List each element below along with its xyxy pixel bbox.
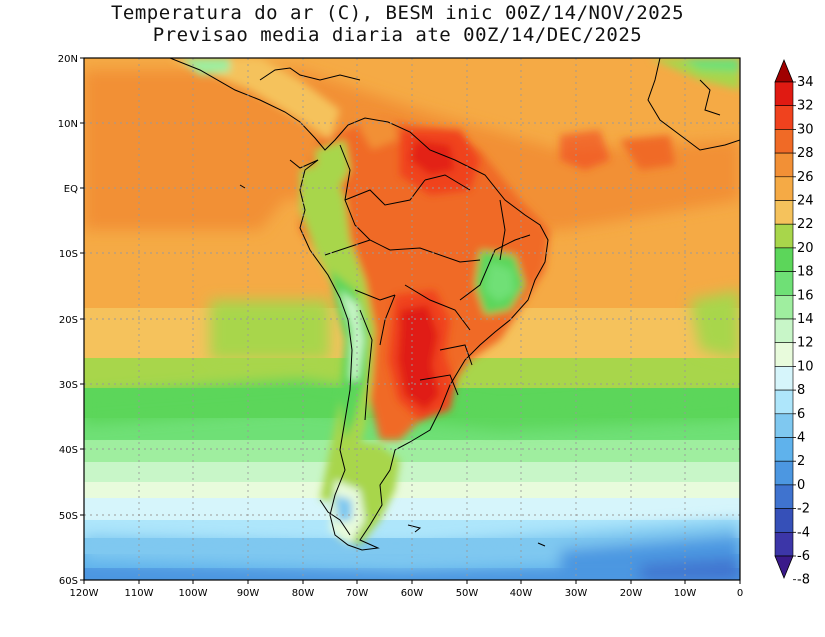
graticule — [84, 58, 740, 580]
lon-label: 60W — [401, 588, 424, 599]
colorbar-swatch — [774, 152, 794, 178]
colorbar-swatch — [774, 247, 794, 272]
lon-label: 120W — [70, 588, 99, 599]
lat-label: 20S — [59, 315, 78, 326]
colorbar-label: -6 — [797, 549, 810, 564]
lat-label: EQ — [64, 184, 78, 195]
colorbar-label: 6 — [797, 407, 805, 422]
colorbar-bottom-triangle — [774, 555, 794, 580]
colorbar-swatch — [774, 271, 794, 296]
colorbar-swatch — [774, 318, 794, 344]
colorbar-label: 4 — [797, 431, 805, 446]
colorbar-swatch — [774, 366, 794, 391]
lon-label: 70W — [346, 588, 369, 599]
colorbar-top-triangle — [774, 58, 794, 83]
latitude-labels: 20N 10N EQ 10S 20S 30S 40S 50S 60S — [58, 54, 78, 587]
colorbar-label: 14 — [797, 312, 814, 327]
colorbar-swatch — [774, 389, 794, 415]
colorbar-label: 30 — [797, 122, 814, 137]
colorbar-label: 26 — [797, 170, 814, 185]
colorbar-label: 34 — [797, 75, 814, 90]
lon-label: 50W — [456, 588, 479, 599]
map-title-line-1: Temperatura do ar (C), BESM inic 00Z/14/… — [110, 2, 685, 24]
colorbar-label: 20 — [797, 241, 814, 256]
colorbar-label: -2 — [797, 502, 810, 517]
colorbar-swatch — [774, 531, 794, 557]
lat-label: 30S — [59, 380, 78, 391]
colorbar-swatch — [774, 437, 794, 462]
lon-label: 90W — [237, 588, 260, 599]
tick-marks — [80, 57, 741, 584]
lon-label: 20W — [620, 588, 643, 599]
colorbar-swatch — [774, 508, 794, 533]
colorbar-label: 12 — [797, 336, 814, 351]
colorbar-swatch — [774, 200, 794, 225]
lon-label: 80W — [292, 588, 315, 599]
lon-label: 30W — [565, 588, 588, 599]
colorbar-label: 24 — [797, 194, 814, 209]
colorbar-label: -4 — [797, 525, 810, 540]
lat-label: 20N — [58, 54, 78, 65]
colorbar-swatch — [774, 81, 794, 107]
lat-label: 10S — [59, 249, 78, 260]
colorbar-label: 8 — [797, 383, 805, 398]
colorbar-swatch — [774, 460, 794, 486]
lon-label: 10W — [674, 588, 697, 599]
lon-label: 110W — [125, 588, 154, 599]
longitude-labels: 120W 110W 100W 90W 80W 70W 60W 50W 40W 3… — [70, 588, 744, 599]
colorbar-swatch — [774, 484, 794, 509]
coastlines — [169, 58, 740, 551]
colorbar-label: 28 — [797, 146, 814, 161]
map-title-line-2: Previsao media diaria ate 00Z/14/DEC/202… — [152, 24, 643, 46]
lat-label: 60S — [59, 576, 78, 587]
colorbar-swatch — [774, 129, 794, 154]
colorbar-label: -8 — [797, 573, 810, 588]
colorbar-label: 10 — [797, 359, 814, 374]
lon-label: 40W — [510, 588, 533, 599]
colorbar-label: 2 — [797, 454, 805, 469]
lat-label: 10N — [58, 119, 78, 130]
colorbar-swatch — [774, 223, 794, 249]
colorbar-label: 18 — [797, 265, 814, 280]
colorbar-label: 22 — [797, 217, 814, 232]
colorbar-label: 0 — [797, 478, 805, 493]
colorbar-label: 32 — [797, 99, 814, 114]
lon-label: 0 — [737, 588, 743, 599]
colorbar-swatch — [774, 294, 794, 320]
colorbar-swatch — [774, 413, 794, 438]
colorbar-label: 16 — [797, 288, 814, 303]
colorbar-swatch — [774, 105, 794, 130]
colorbar-swatch — [774, 342, 794, 367]
lat-label: 40S — [59, 445, 78, 456]
lat-label: 50S — [59, 511, 78, 522]
lon-label: 100W — [179, 588, 208, 599]
colorbar-swatch — [774, 176, 794, 201]
